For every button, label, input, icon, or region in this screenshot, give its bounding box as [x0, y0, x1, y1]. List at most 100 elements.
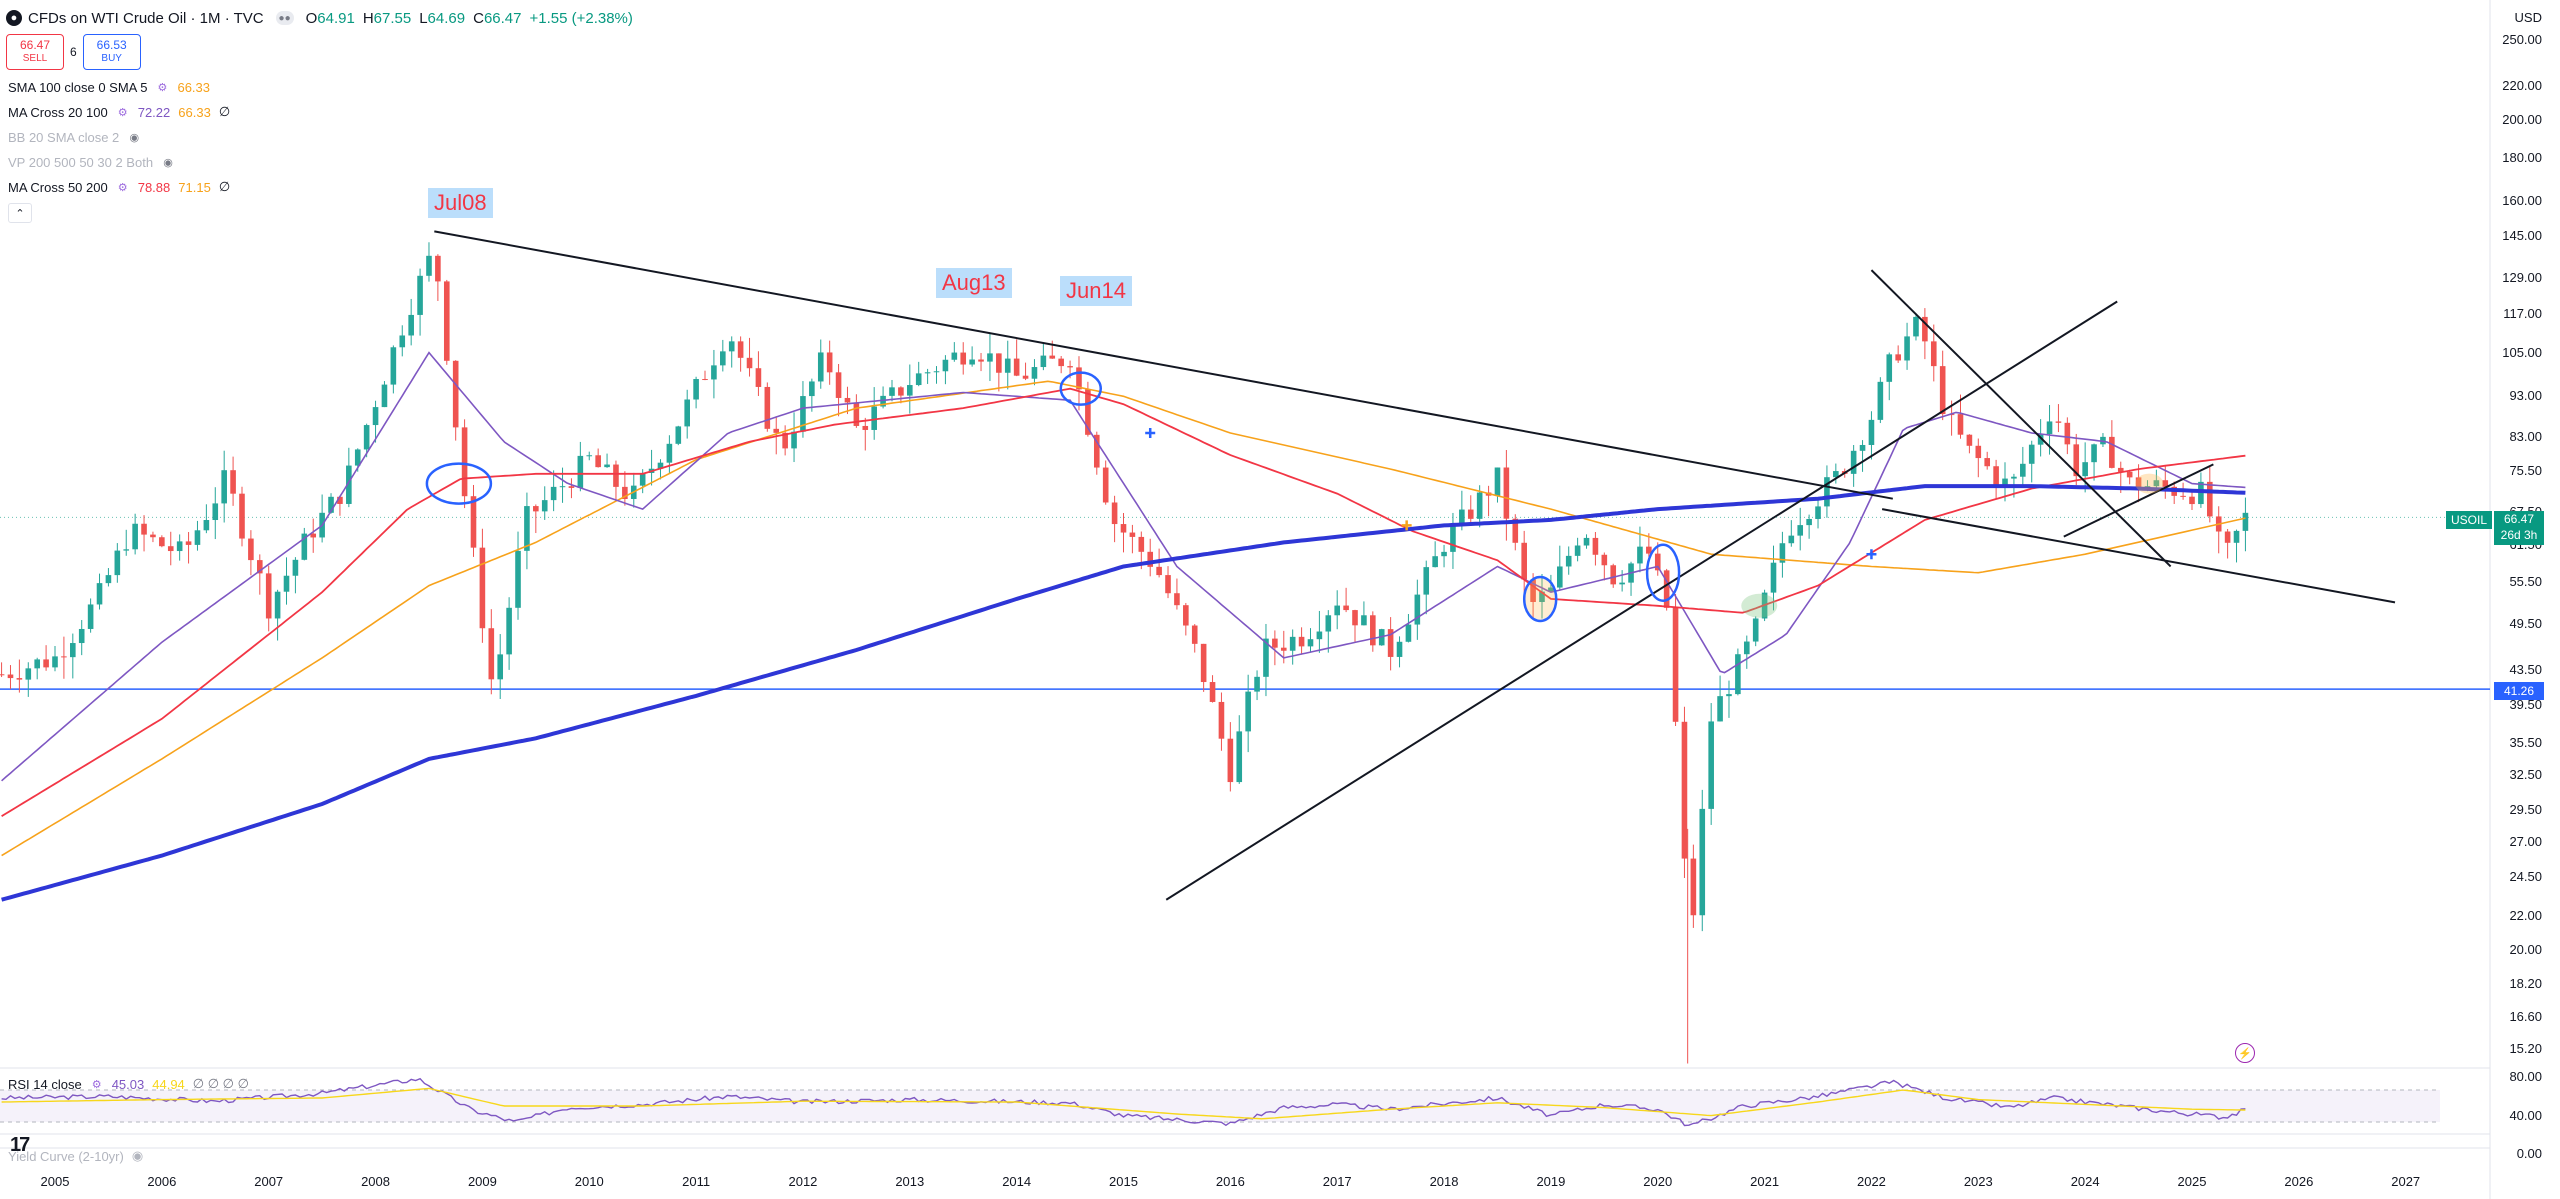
y-tick-label: 220.00 — [2502, 78, 2542, 94]
chart-title[interactable]: CFDs on WTI Crude Oil · 1M · TVC — [28, 9, 264, 27]
candle-body — [924, 372, 931, 374]
candle-body — [346, 465, 352, 504]
candle-body — [702, 379, 708, 381]
candle-body — [390, 347, 397, 385]
candle-body — [212, 503, 219, 521]
candle-body — [2109, 436, 2115, 468]
candle-body — [1245, 691, 1251, 732]
x-tick-label: 2005 — [41, 1174, 70, 1189]
indicator-vp[interactable]: VP 200 500 50 30 2 Both ◉ — [8, 152, 183, 172]
candle-body — [1013, 358, 1020, 376]
x-tick-label: 2010 — [575, 1174, 604, 1189]
chart-header: ● CFDs on WTI Crude Oil · 1M · TVC ●● O6… — [6, 6, 641, 30]
candle-body — [515, 550, 521, 608]
y-tick-label: 105.00 — [2502, 344, 2542, 360]
candle-body — [1049, 355, 1056, 359]
label-jun14[interactable]: Jun14 — [1060, 276, 1132, 306]
last-price: 66.47 — [2503, 512, 2535, 526]
indicator-name: BB 20 SMA close 2 — [8, 129, 120, 145]
candle-body — [1904, 336, 1910, 361]
candle-body — [604, 464, 610, 468]
label-aug13[interactable]: Aug13 — [936, 268, 1012, 298]
candle-body — [559, 486, 566, 488]
tradingview-logo-icon: 17 — [10, 1134, 30, 1156]
indicator-name: VP 200 500 50 30 2 Both — [8, 154, 154, 170]
candle-body — [1031, 367, 1038, 379]
candle-body — [1752, 618, 1759, 642]
candle-body — [141, 523, 147, 535]
buy-button[interactable]: 66.53 BUY — [82, 34, 141, 70]
candle-body — [1298, 636, 1305, 647]
indicator-name: MA Cross 20 100 — [8, 104, 108, 120]
candle-body — [1859, 444, 1866, 451]
candle-body — [1289, 636, 1296, 651]
rsi-line — [1, 1077, 2246, 1127]
y-tick-label: 32.50 — [2509, 767, 2542, 783]
indicator-bb-20[interactable]: BB 20 SMA close 2 ◉ — [8, 127, 149, 147]
candle-body — [1441, 551, 1447, 557]
candle-body — [87, 604, 94, 629]
bolt-icon[interactable]: ⚡ — [2235, 1043, 2255, 1063]
candle-body — [150, 534, 156, 538]
candle-body — [1557, 566, 1563, 588]
candle-body — [1191, 625, 1198, 644]
currency-label[interactable]: USD — [2514, 10, 2542, 25]
settings-icon[interactable]: ⚙ — [117, 181, 128, 194]
candle-body — [488, 628, 495, 680]
candle-body — [1957, 414, 1964, 435]
candle-body — [363, 425, 370, 450]
candle-body — [622, 486, 628, 499]
candle-body — [1432, 556, 1438, 568]
label-jul08[interactable]: Jul08 — [428, 188, 493, 218]
trend-line — [434, 230, 1894, 500]
candle-body — [2073, 444, 2080, 477]
y-tick-label: 39.50 — [2509, 696, 2542, 712]
candle-body — [1494, 467, 1501, 496]
y-tick-label: 22.00 — [2509, 907, 2542, 923]
x-tick-label: 2007 — [254, 1174, 283, 1189]
candle-body — [1788, 535, 1795, 544]
indicator-ma-cross-50-200[interactable]: MA Cross 50 200 ⚙ 78.88 71.15 ∅ — [8, 177, 238, 197]
candle-body — [1343, 605, 1349, 611]
sell-button[interactable]: 66.47 SELL — [6, 34, 64, 70]
candle-body — [613, 464, 619, 487]
y-tick-label: 83.00 — [2509, 429, 2542, 445]
candle-body — [1414, 594, 1421, 625]
candle-body — [1797, 525, 1804, 536]
candle-body — [1022, 375, 1029, 379]
indicator-ma-cross-20-100[interactable]: MA Cross 20 100 ⚙ 72.22 66.33 ∅ — [8, 102, 238, 122]
indicator-rsi[interactable]: RSI 14 close ⚙ 45.03 44.94 ∅ ∅ ∅ ∅ — [8, 1074, 257, 1094]
more-icon[interactable]: ●● — [275, 11, 294, 25]
candle-body — [550, 486, 557, 501]
candle-body — [1726, 694, 1732, 697]
eye-hidden-icon[interactable]: ◉ — [129, 131, 140, 144]
candle-body — [105, 575, 112, 584]
eye-hidden-icon[interactable]: ◉ — [131, 1148, 144, 1163]
x-tick-label: 2013 — [895, 1174, 924, 1189]
settings-icon[interactable]: ⚙ — [91, 1078, 102, 1091]
candle-body — [1770, 562, 1777, 593]
candle-body — [2064, 422, 2071, 445]
cross-marker — [1866, 549, 1877, 560]
candle-body — [2091, 444, 2097, 463]
indicator-sma-100[interactable]: SMA 100 close 0 SMA 5 ⚙ 66.33 — [8, 77, 218, 97]
candle-body — [942, 359, 949, 372]
y-tick-label: 16.60 — [2509, 1009, 2542, 1025]
circle-mark — [1645, 543, 1681, 602]
candle-body — [1939, 366, 1946, 415]
candle-body — [1930, 341, 1937, 367]
candle-body — [78, 628, 85, 644]
candle-body — [506, 607, 512, 655]
horizontal-line-41-26 — [0, 516, 2490, 690]
candle-body — [1637, 546, 1643, 564]
settings-icon[interactable]: ⚙ — [117, 106, 128, 119]
settings-icon[interactable]: ⚙ — [157, 81, 168, 94]
chevron-up-icon[interactable]: ⌃ — [8, 203, 32, 223]
candle-body — [711, 365, 717, 380]
y-tick-label: 75.50 — [2509, 463, 2542, 479]
x-tick-label: 2024 — [2071, 1174, 2100, 1189]
eye-hidden-icon[interactable]: ◉ — [163, 156, 173, 169]
indicator-yield-curve[interactable]: Yield Curve (2-10yr) ◉ — [8, 1148, 143, 1164]
candle-body — [52, 656, 58, 668]
